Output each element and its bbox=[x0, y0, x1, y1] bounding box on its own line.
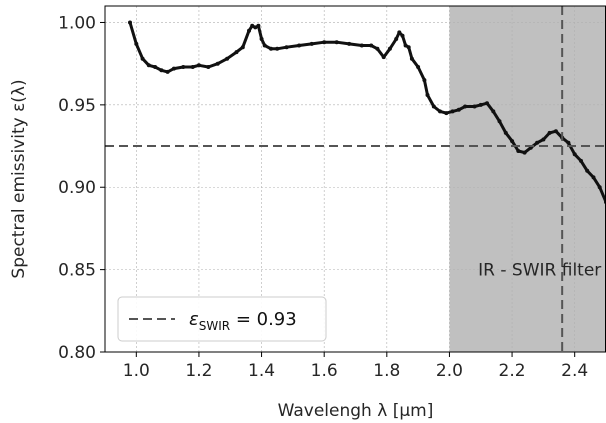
y-tick-label: 0.95 bbox=[58, 96, 96, 116]
data-point bbox=[375, 46, 380, 51]
data-point bbox=[491, 109, 496, 114]
data-point bbox=[369, 43, 374, 48]
filter-annotation: IR - SWIR filter bbox=[478, 261, 601, 281]
data-point bbox=[516, 149, 521, 153]
data-point bbox=[585, 168, 590, 173]
data-point bbox=[416, 65, 421, 69]
x-tick-label: 1.0 bbox=[123, 361, 150, 381]
data-point bbox=[400, 33, 405, 38]
data-point bbox=[409, 56, 414, 61]
legend-box bbox=[117, 296, 327, 342]
data-point bbox=[444, 111, 449, 116]
data-point bbox=[472, 104, 477, 109]
x-tick-label: 1.6 bbox=[311, 361, 338, 381]
x-tick-label: 2.0 bbox=[436, 361, 463, 381]
data-point bbox=[438, 109, 442, 114]
data-point bbox=[425, 93, 430, 97]
y-axis-ticks: 0.80 0.85 0.90 0.95 1.00 bbox=[58, 13, 105, 363]
data-point bbox=[275, 46, 280, 51]
y-tick-label: 0.90 bbox=[58, 178, 96, 198]
data-point bbox=[406, 45, 411, 50]
ir-swir-filter-region bbox=[449, 6, 606, 352]
data-point bbox=[394, 37, 399, 41]
data-point bbox=[284, 45, 289, 50]
x-axis-label: Wavelengh λ [μm] bbox=[278, 401, 434, 421]
data-point bbox=[553, 129, 558, 134]
data-point bbox=[256, 23, 261, 28]
data-point bbox=[297, 43, 302, 48]
data-point bbox=[309, 41, 314, 46]
data-point bbox=[334, 40, 339, 45]
x-tick-label: 2.4 bbox=[561, 361, 588, 381]
shaded-region-group bbox=[449, 6, 606, 352]
data-point bbox=[269, 46, 273, 51]
data-point bbox=[250, 23, 255, 28]
data-point bbox=[456, 107, 461, 112]
data-point bbox=[566, 140, 571, 145]
data-point bbox=[597, 185, 602, 190]
data-point bbox=[422, 78, 427, 83]
data-point bbox=[196, 63, 201, 68]
data-point bbox=[206, 65, 211, 69]
data-point bbox=[262, 43, 267, 48]
x-tick-label: 1.4 bbox=[248, 361, 275, 381]
data-point bbox=[240, 45, 245, 50]
data-point bbox=[171, 66, 176, 71]
data-point bbox=[153, 65, 158, 69]
data-point bbox=[450, 109, 455, 114]
legend: εSWIR = 0.93 bbox=[117, 296, 327, 342]
data-point bbox=[359, 43, 364, 48]
data-point bbox=[381, 55, 386, 60]
data-point bbox=[522, 150, 527, 155]
data-point bbox=[463, 104, 468, 109]
data-point bbox=[128, 20, 132, 25]
data-point bbox=[347, 41, 352, 46]
y-tick-label: 1.00 bbox=[58, 13, 96, 33]
legend-label: εSWIR = 0.93 bbox=[189, 309, 297, 333]
y-axis-label: Spectral emissivity ε(λ) bbox=[9, 79, 29, 278]
data-point bbox=[541, 137, 546, 142]
data-point bbox=[247, 28, 251, 33]
data-point bbox=[431, 104, 436, 109]
data-point bbox=[234, 50, 239, 55]
data-point bbox=[387, 46, 392, 51]
data-point bbox=[397, 30, 402, 35]
y-tick-label: 0.80 bbox=[58, 343, 96, 363]
x-tick-label: 1.8 bbox=[373, 361, 400, 381]
data-point bbox=[225, 56, 230, 61]
data-point bbox=[146, 63, 151, 68]
x-tick-label: 1.2 bbox=[185, 361, 212, 381]
data-point bbox=[181, 65, 186, 69]
data-point bbox=[485, 101, 489, 106]
data-point bbox=[572, 152, 577, 157]
data-point bbox=[215, 61, 220, 66]
data-point bbox=[134, 41, 139, 46]
data-point bbox=[140, 56, 145, 61]
data-point bbox=[190, 65, 195, 69]
data-point bbox=[253, 25, 258, 30]
data-point bbox=[497, 119, 502, 124]
data-point bbox=[403, 43, 408, 48]
data-point bbox=[478, 102, 483, 107]
data-point bbox=[547, 130, 552, 135]
data-point bbox=[510, 139, 515, 144]
x-axis-ticks: 1.0 1.2 1.4 1.6 1.8 2.0 2.2 2.4 bbox=[123, 352, 588, 381]
y-tick-label: 0.85 bbox=[58, 261, 96, 281]
data-point bbox=[322, 40, 327, 45]
data-point bbox=[259, 37, 264, 41]
data-point bbox=[159, 68, 164, 73]
x-tick-label: 2.2 bbox=[499, 361, 526, 381]
data-point bbox=[165, 69, 170, 74]
data-point bbox=[503, 130, 508, 135]
data-point bbox=[535, 140, 540, 145]
data-point bbox=[579, 158, 583, 163]
data-point bbox=[591, 175, 596, 180]
